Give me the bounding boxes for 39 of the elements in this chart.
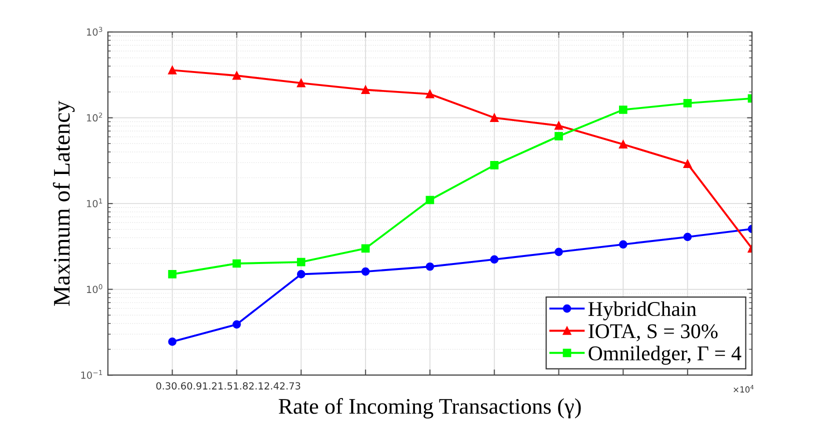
point bbox=[296, 258, 306, 266]
point bbox=[426, 196, 434, 204]
y-tick-label: 10$^{2}$ bbox=[86, 112, 102, 122]
legend-label: IOTA, S = 30% bbox=[588, 324, 718, 342]
point bbox=[361, 244, 370, 253]
point bbox=[554, 132, 563, 140]
text: ×10$^{4}$ bbox=[734, 385, 754, 393]
point bbox=[296, 78, 306, 88]
point bbox=[168, 66, 176, 74]
point bbox=[361, 86, 370, 94]
y-tick-label: 10$^{3}$ bbox=[86, 26, 102, 36]
point bbox=[168, 338, 176, 346]
point bbox=[683, 232, 692, 242]
point bbox=[168, 270, 176, 278]
point bbox=[618, 106, 628, 114]
point bbox=[618, 240, 628, 249]
point bbox=[361, 267, 370, 276]
legend-label: Omniledger, Γ = 4 bbox=[588, 346, 742, 365]
point bbox=[426, 90, 434, 98]
point bbox=[426, 262, 434, 271]
text: 0.30.60.91.21.51.82.12.42.73 bbox=[156, 382, 300, 390]
x-axis-title: Rate of Incoming Transactions (γ) bbox=[278, 398, 581, 418]
point bbox=[232, 259, 241, 268]
point bbox=[490, 255, 499, 264]
point bbox=[490, 161, 499, 170]
y-tick-label: 10$^{1}$ bbox=[86, 198, 102, 208]
y-axis-title: Maximum of Latency bbox=[52, 100, 75, 306]
point bbox=[683, 160, 692, 168]
point bbox=[296, 270, 306, 278]
point bbox=[618, 140, 628, 149]
point bbox=[232, 71, 241, 80]
point bbox=[232, 320, 241, 329]
y-tick-label: 10$^{−1}$ bbox=[81, 370, 102, 379]
point bbox=[683, 99, 692, 108]
point bbox=[554, 248, 563, 256]
point bbox=[554, 121, 563, 130]
y-tick-label: 10$^{0}$ bbox=[86, 284, 102, 294]
legend-label: HybridChain bbox=[588, 301, 696, 320]
point bbox=[490, 114, 499, 122]
